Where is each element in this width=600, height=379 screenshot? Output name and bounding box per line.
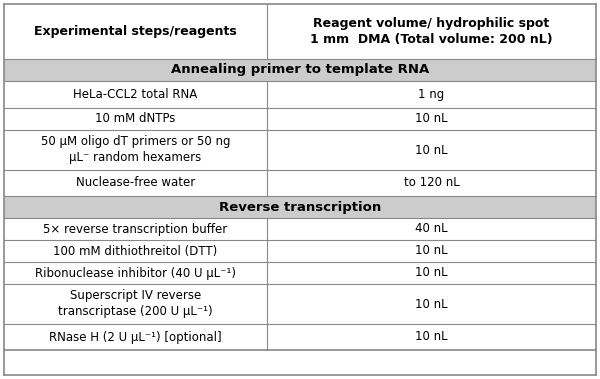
Bar — [4, 108, 267, 130]
Text: 10 mM dNTPs: 10 mM dNTPs — [95, 113, 176, 125]
Text: Annealing primer to template RNA: Annealing primer to template RNA — [171, 64, 429, 77]
Text: 100 mM dithiothreitol (DTT): 100 mM dithiothreitol (DTT) — [53, 244, 218, 257]
Bar — [267, 262, 596, 284]
Text: 1 ng: 1 ng — [418, 88, 445, 101]
Text: 10 nL: 10 nL — [415, 330, 448, 343]
Bar — [267, 108, 596, 130]
Bar — [267, 284, 596, 324]
Text: Reagent volume/ hydrophilic spot
1 mm  DMA (Total volume: 200 nL): Reagent volume/ hydrophilic spot 1 mm DM… — [310, 17, 553, 46]
Bar — [4, 324, 267, 350]
Text: 10 nL: 10 nL — [415, 298, 448, 310]
Text: Experimental steps/reagents: Experimental steps/reagents — [34, 25, 237, 38]
Text: to 120 nL: to 120 nL — [404, 177, 460, 190]
Text: 50 μM oligo dT primers or 50 ng
μL⁻ random hexamers: 50 μM oligo dT primers or 50 ng μL⁻ rand… — [41, 136, 230, 164]
Bar — [4, 81, 267, 108]
Bar — [4, 218, 267, 240]
Bar — [267, 240, 596, 262]
Text: Nuclease-free water: Nuclease-free water — [76, 177, 195, 190]
Text: 10 nL: 10 nL — [415, 244, 448, 257]
Bar — [267, 218, 596, 240]
Bar — [4, 196, 596, 218]
Bar — [4, 4, 596, 59]
Text: Superscript IV reverse
transcriptase (200 U μL⁻¹): Superscript IV reverse transcriptase (20… — [58, 290, 213, 318]
Bar — [267, 81, 596, 108]
Bar — [267, 170, 596, 196]
Text: Ribonuclease inhibitor (40 U μL⁻¹): Ribonuclease inhibitor (40 U μL⁻¹) — [35, 266, 236, 279]
Text: 10 nL: 10 nL — [415, 144, 448, 157]
Text: Reverse transcription: Reverse transcription — [219, 200, 381, 213]
Bar — [4, 59, 596, 81]
Text: 40 nL: 40 nL — [415, 222, 448, 235]
Text: HeLa-CCL2 total RNA: HeLa-CCL2 total RNA — [73, 88, 197, 101]
Bar — [4, 130, 267, 170]
Text: 10 nL: 10 nL — [415, 266, 448, 279]
Bar — [4, 262, 267, 284]
Bar — [4, 170, 267, 196]
Text: 10 nL: 10 nL — [415, 113, 448, 125]
Text: RNase H (2 U μL⁻¹) [optional]: RNase H (2 U μL⁻¹) [optional] — [49, 330, 222, 343]
Text: 5× reverse transcription buffer: 5× reverse transcription buffer — [43, 222, 227, 235]
Bar — [267, 130, 596, 170]
Bar — [4, 284, 267, 324]
Bar — [267, 324, 596, 350]
Bar — [4, 240, 267, 262]
